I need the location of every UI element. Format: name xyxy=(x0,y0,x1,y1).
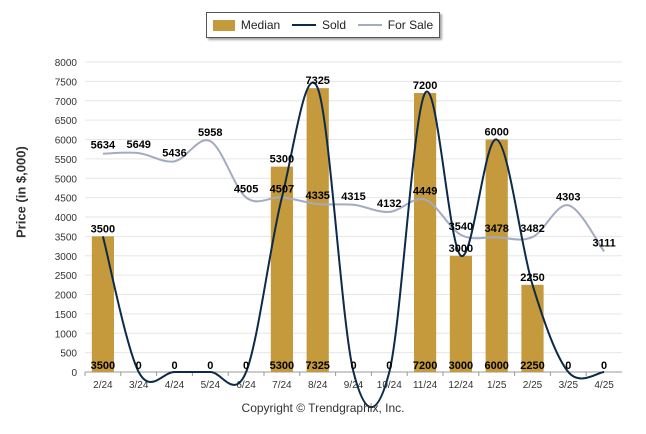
median-data-label: 7200 xyxy=(413,80,437,92)
sold-bottom-label: 0 xyxy=(171,360,177,372)
x-tick-label: 2/25 xyxy=(523,380,543,391)
legend-swatch-median xyxy=(212,19,235,31)
x-tick-label: 11/24 xyxy=(413,380,438,391)
y-tick-label: 3500 xyxy=(55,232,78,243)
y-tick-label: 2500 xyxy=(55,271,78,282)
for-sale-data-label: 5634 xyxy=(91,140,116,152)
y-tick-label: 1500 xyxy=(55,310,78,321)
median-data-label: 3000 xyxy=(449,243,473,255)
x-tick-label: 1/25 xyxy=(487,380,507,391)
median-bar xyxy=(414,93,437,372)
sold-bottom-label: 3500 xyxy=(91,360,115,372)
legend-label-median: Median xyxy=(240,18,281,32)
y-tick-label: 0 xyxy=(71,368,77,379)
sold-bottom-label: 2250 xyxy=(520,360,544,372)
median-data-label: 3500 xyxy=(91,223,115,235)
sold-line xyxy=(101,81,605,408)
y-tick-label: 4000 xyxy=(55,213,78,224)
median-bar xyxy=(306,88,329,372)
x-tick-label: 2/24 xyxy=(93,380,113,391)
median-bar xyxy=(485,139,508,372)
y-tick-label: 500 xyxy=(60,349,77,360)
for-sale-data-label: 4335 xyxy=(305,190,329,202)
sold-bottom-label: 0 xyxy=(386,360,392,372)
y-tick-label: 8000 xyxy=(55,58,78,69)
legend: Median Sold For Sale xyxy=(206,12,440,38)
for-sale-data-label: 3111 xyxy=(592,237,615,249)
for-sale-data-label: 4315 xyxy=(341,191,365,203)
y-tick-label: 6500 xyxy=(55,116,78,127)
sold-bottom-label: 7200 xyxy=(413,360,437,372)
legend-swatch-sold xyxy=(291,24,316,26)
for-sale-data-label: 5958 xyxy=(198,127,222,139)
for-sale-data-label: 4449 xyxy=(413,186,437,198)
sold-bottom-label: 7325 xyxy=(305,360,329,372)
x-tick-label: 10/24 xyxy=(377,380,402,391)
sold-bottom-label: 5300 xyxy=(270,360,294,372)
y-tick-label: 5000 xyxy=(55,174,78,185)
for-sale-data-label: 5436 xyxy=(162,147,186,159)
median-data-label: 7325 xyxy=(305,75,329,87)
x-tick-label: 3/24 xyxy=(129,380,149,391)
median-data-label: 2250 xyxy=(520,272,544,284)
y-tick-label: 6000 xyxy=(55,136,78,147)
x-tick-label: 4/25 xyxy=(594,380,614,391)
x-tick-label: 8/24 xyxy=(308,380,328,391)
x-tick-label: 9/24 xyxy=(344,380,364,391)
y-tick-label: 7500 xyxy=(55,77,78,88)
y-tick-label: 1000 xyxy=(55,329,78,340)
y-tick-label: 3000 xyxy=(55,252,78,263)
sold-bottom-label: 0 xyxy=(207,360,213,372)
x-tick-label: 3/25 xyxy=(559,380,579,391)
median-bar xyxy=(91,236,114,372)
y-tick-label: 4500 xyxy=(55,194,78,205)
legend-item-forsale[interactable]: For Sale xyxy=(357,18,434,32)
sold-bottom-label: 0 xyxy=(565,360,571,372)
for-sale-data-label: 3540 xyxy=(449,221,473,233)
copyright-footer: Copyright © Trendgraphix, Inc. xyxy=(241,401,405,415)
x-tick-label: 12/24 xyxy=(448,380,473,391)
legend-label-forsale: For Sale xyxy=(387,18,434,32)
sold-bottom-label: 0 xyxy=(136,360,142,372)
legend-label-sold: Sold xyxy=(321,18,347,32)
for-sale-data-label: 3478 xyxy=(484,223,508,235)
median-data-label: 5300 xyxy=(270,154,294,166)
sold-bottom-label: 6000 xyxy=(484,360,508,372)
sold-bottom-label: 0 xyxy=(243,360,249,372)
x-tick-label: 4/24 xyxy=(165,380,185,391)
for-sale-data-label: 4132 xyxy=(377,198,401,210)
median-bar xyxy=(521,284,544,372)
median-bar xyxy=(449,255,472,372)
for-sale-data-label: 3482 xyxy=(520,223,544,235)
y-tick-label: 5500 xyxy=(55,155,78,166)
median-data-label: 6000 xyxy=(484,127,508,139)
y-tick-label: 7000 xyxy=(55,97,78,108)
for-sale-data-label: 4303 xyxy=(556,191,580,203)
y-axis-label: Price (in $,000) xyxy=(13,146,29,238)
for-sale-data-label: 4507 xyxy=(270,183,294,195)
x-tick-label: 6/24 xyxy=(236,380,256,391)
legend-item-median[interactable]: Median xyxy=(212,18,281,32)
legend-swatch-forsale xyxy=(357,24,382,26)
x-tick-label: 5/24 xyxy=(201,380,221,391)
y-tick-label: 2000 xyxy=(55,291,78,302)
legend-item-sold[interactable]: Sold xyxy=(291,18,347,32)
sold-bottom-label: 0 xyxy=(601,360,607,372)
sold-bottom-label: 3000 xyxy=(449,360,473,372)
sold-bottom-label: 0 xyxy=(350,360,356,372)
x-tick-label: 7/24 xyxy=(272,380,292,391)
for-sale-data-label: 4505 xyxy=(234,183,258,195)
for-sale-data-label: 5649 xyxy=(126,139,150,151)
